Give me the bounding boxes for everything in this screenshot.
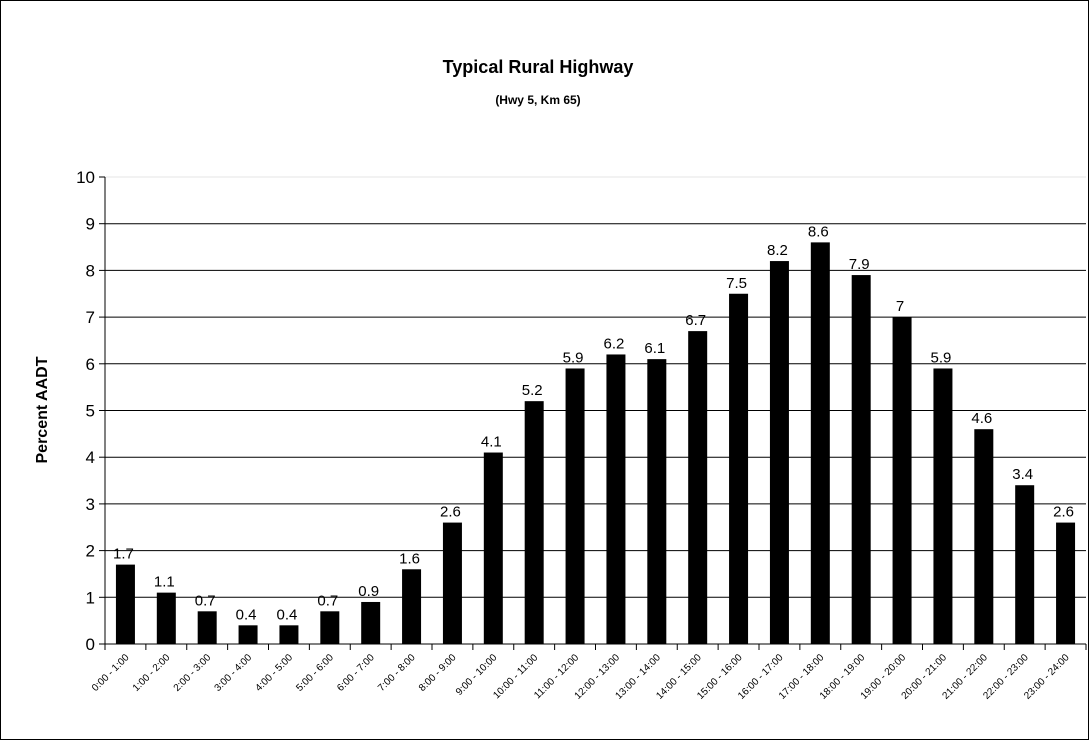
data-label: 5.9 <box>563 349 584 366</box>
y-tick-label: 1 <box>86 588 95 607</box>
bar <box>606 354 626 644</box>
bar <box>729 293 749 644</box>
y-axis-label: Percent AADT <box>34 356 51 463</box>
y-tick-label: 7 <box>86 308 95 327</box>
y-tick-label: 2 <box>86 542 95 561</box>
bar <box>851 275 871 644</box>
bar <box>402 569 422 644</box>
x-tick-label: 2:00 - 3:00 <box>172 652 214 694</box>
gridlines <box>105 176 1086 598</box>
y-tick-label: 10 <box>76 168 95 187</box>
data-label: 2.6 <box>440 504 461 521</box>
y-tick-labels: 0 1 2 3 4 5 6 7 8 9 10 <box>76 168 95 654</box>
data-label: 6.2 <box>604 335 625 352</box>
data-label: 0.9 <box>358 583 379 600</box>
bar <box>361 601 381 644</box>
data-label: 8.2 <box>767 242 788 259</box>
bar <box>156 592 176 644</box>
data-label: 7.5 <box>726 275 747 292</box>
bar <box>524 401 544 644</box>
y-tick-label: 6 <box>86 355 95 374</box>
bar <box>810 242 830 644</box>
bar <box>688 331 708 644</box>
bar <box>483 452 503 644</box>
y-tick-label: 3 <box>86 495 95 514</box>
x-tick-label: 7:00 - 8:00 <box>376 652 418 694</box>
y-tick-label: 5 <box>86 402 95 421</box>
bar <box>1015 485 1035 644</box>
bar <box>974 429 994 644</box>
data-label: 7.9 <box>849 256 870 273</box>
bar <box>933 368 953 644</box>
x-tick-labels: 0:00 - 1:00 1:00 - 2:00 2:00 - 3:00 3:00 - … <box>90 652 1072 702</box>
data-label: 1.6 <box>399 550 420 567</box>
bars <box>115 242 1076 644</box>
y-tick-label: 4 <box>86 448 95 467</box>
data-labels: 1.7 1.1 0.7 0.4 0.4 0.7 0.9 1.6 2.6 4.1 5.2 5.9 6.2 6… <box>113 223 1074 623</box>
data-label: 5.9 <box>931 349 952 366</box>
bar <box>279 625 299 644</box>
data-label: 8.6 <box>808 223 829 240</box>
data-label: 4.1 <box>481 434 502 451</box>
data-label: 4.6 <box>971 410 992 427</box>
data-label: 0.4 <box>236 606 257 623</box>
bar <box>238 625 258 644</box>
chart-subtitle: (Hwy 5, Km 65) <box>495 93 580 107</box>
chart-title: Typical Rural Highway <box>443 57 634 77</box>
y-tick-label: 9 <box>86 215 95 234</box>
bar <box>1056 522 1076 644</box>
data-label: 0.7 <box>317 592 338 609</box>
x-tick-label: 6:00 - 7:00 <box>335 652 377 694</box>
bar <box>647 359 667 644</box>
bar <box>197 611 217 644</box>
x-tick-label: 3:00 - 4:00 <box>213 652 255 694</box>
data-label: 6.1 <box>644 340 665 357</box>
y-tick-label: 0 <box>86 635 95 654</box>
y-tick-label: 8 <box>86 261 95 280</box>
bar <box>892 317 912 644</box>
bar <box>565 368 585 644</box>
data-label: 1.1 <box>154 574 175 591</box>
data-label: 1.7 <box>113 546 134 563</box>
data-label: 0.4 <box>277 606 298 623</box>
data-label: 3.4 <box>1012 466 1033 483</box>
data-label: 5.2 <box>522 382 543 399</box>
data-label: 0.7 <box>195 592 216 609</box>
bar <box>769 261 789 644</box>
bar <box>442 522 462 644</box>
data-label: 2.6 <box>1053 504 1074 521</box>
data-label: 6.7 <box>685 312 706 329</box>
x-tick-label: 5:00 - 6:00 <box>294 652 336 694</box>
data-label: 7 <box>896 298 904 315</box>
axes <box>99 176 1087 650</box>
bar <box>320 611 340 644</box>
bar <box>115 564 135 644</box>
x-tick-label: 8:00 - 9:00 <box>417 652 459 694</box>
x-tick-label: 4:00 - 5:00 <box>253 652 295 694</box>
x-tick-label: 1:00 - 2:00 <box>131 652 173 694</box>
x-tick-label: 0:00 - 1:00 <box>90 652 132 694</box>
